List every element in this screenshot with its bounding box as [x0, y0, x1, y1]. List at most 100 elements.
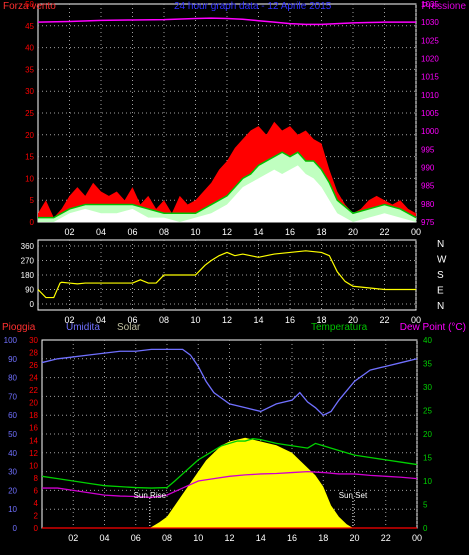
- wind-time-axis: 02 04 06 08 10 12 14 16 18 20 22 00: [64, 227, 421, 237]
- x-tick-label: 10: [193, 533, 203, 543]
- rain-tick-label: 4: [34, 499, 39, 508]
- direction-tick-label: 180: [21, 271, 35, 280]
- rain-tick-label: 22: [29, 386, 38, 395]
- x-tick-label: 00: [411, 315, 421, 325]
- rain-tick-label: 8: [34, 474, 39, 483]
- wind-tick-label: 10: [25, 174, 34, 183]
- x-tick-label: 04: [96, 315, 106, 325]
- pressure-tick-label: 1010: [421, 91, 439, 100]
- humidity-tick-label: 80: [8, 374, 17, 383]
- wind-series: [37, 17, 417, 222]
- pressure-tick-label: 1015: [421, 73, 439, 82]
- rain-tick-label: 18: [29, 411, 38, 420]
- compass-label: N: [437, 239, 444, 250]
- humidity-label: Umidita: [66, 322, 100, 333]
- temperature-tick-label: 15: [423, 454, 432, 463]
- wind-speed-axis: 0 5 10 15 20 25 30 35 40 45 50: [25, 0, 34, 227]
- sunrise-label: Sun Rise: [134, 491, 167, 500]
- direction-time-axis: 02 04 06 08 10 12 14 16 18 20 22 00: [64, 315, 421, 325]
- x-tick-label: 02: [64, 315, 74, 325]
- wind-tick-label: 50: [25, 0, 34, 9]
- average-wind-line: [38, 151, 417, 219]
- rain-label: Pioggia: [2, 322, 36, 333]
- chart-title: 24 hour graph data - 12 Aprile 2015: [174, 1, 332, 12]
- compass-label: W: [437, 255, 447, 266]
- rain-tick-label: 10: [29, 461, 38, 470]
- wind-tick-label: 25: [25, 109, 34, 118]
- direction-tick-label: 360: [21, 242, 35, 251]
- wind-tick-label: 20: [25, 131, 34, 140]
- temperature-line: [41, 438, 418, 489]
- wind-tick-label: 30: [25, 87, 34, 96]
- pressure-axis: 975 980 985 990 995 1000 1005 1010 1015 1020 1025 1…: [421, 0, 439, 227]
- temperature-tick-label: 5: [423, 501, 428, 510]
- x-tick-label: 10: [190, 315, 200, 325]
- pressure-tick-label: 980: [421, 200, 435, 209]
- x-tick-label: 16: [287, 533, 297, 543]
- pressure-tick-label: 1025: [421, 36, 439, 45]
- wind-panel-grid: [38, 4, 417, 222]
- pressure-tick-label: 1030: [421, 18, 439, 27]
- x-tick-label: 08: [159, 315, 169, 325]
- x-tick-label: 08: [162, 533, 172, 543]
- x-tick-label: 14: [253, 315, 263, 325]
- wind-pressure-panel: Forza vento 24 hour graph data - 12 Apri…: [3, 0, 466, 237]
- sunset-label: Sun Set: [339, 491, 368, 500]
- wind-tick-label: 0: [30, 218, 35, 227]
- x-tick-label: 04: [99, 533, 109, 543]
- x-tick-label: 20: [348, 315, 358, 325]
- rain-tick-label: 26: [29, 361, 38, 370]
- x-tick-label: 12: [222, 227, 232, 237]
- sun-markers: Sun Rise Sun Set: [134, 491, 368, 528]
- x-tick-label: 20: [349, 533, 359, 543]
- wind-tick-label: 5: [30, 196, 35, 205]
- wind-tick-label: 35: [25, 65, 34, 74]
- x-tick-label: 22: [379, 227, 389, 237]
- dewpoint-line: [42, 470, 418, 499]
- x-tick-label: 22: [379, 315, 389, 325]
- rain-tick-label: 30: [29, 336, 38, 345]
- direction-degree-axis: 0 90 180 270 360: [21, 242, 35, 309]
- x-tick-label: 16: [285, 315, 295, 325]
- rain-tick-label: 6: [34, 486, 39, 495]
- x-tick-label: 20: [348, 227, 358, 237]
- temperature-tick-label: 20: [423, 430, 432, 439]
- pressure-tick-label: 1020: [421, 55, 439, 64]
- direction-series: [37, 250, 416, 299]
- x-tick-label: 18: [316, 315, 326, 325]
- humidity-tick-label: 10: [8, 505, 17, 514]
- x-tick-label: 06: [127, 227, 137, 237]
- wind-tick-label: 45: [25, 22, 34, 31]
- x-tick-label: 12: [224, 533, 234, 543]
- humidity-tick-label: 60: [8, 411, 17, 420]
- wind-direction-line: [37, 250, 416, 299]
- rain-tick-label: 20: [29, 399, 38, 408]
- climate-panel: Pioggia Umidita Solar Temperatura Dew Po…: [2, 322, 466, 543]
- climate-time-axis: 02 04 06 08 10 12 14 16 18 20 22 00: [68, 533, 422, 543]
- x-tick-label: 00: [411, 227, 421, 237]
- humidity-line: [41, 348, 418, 416]
- pressure-tick-label: 985: [421, 182, 435, 191]
- pressure-tick-label: 1000: [421, 127, 439, 136]
- humidity-tick-label: 50: [8, 430, 17, 439]
- x-tick-label: 00: [412, 533, 422, 543]
- pressure-tick-label: 975: [421, 218, 435, 227]
- temperature-tick-label: 25: [423, 407, 432, 416]
- temperature-axis: 0 5 10 15 20 25 30 35 40: [423, 336, 432, 533]
- wind-speed-label: Forza vento: [3, 1, 56, 12]
- pressure-tick-label: 995: [421, 145, 435, 154]
- x-tick-label: 18: [318, 533, 328, 543]
- direction-tick-label: 270: [21, 257, 35, 266]
- dewpoint-label: Dew Point (°C): [400, 322, 466, 333]
- humidity-tick-label: 100: [4, 336, 18, 345]
- pressure-tick-label: 990: [421, 164, 435, 173]
- humidity-axis: 0 10 20 30 40 50 60 70 80 90 100: [4, 336, 18, 533]
- compass-label: N: [437, 301, 444, 312]
- rain-tick-label: 14: [29, 436, 38, 445]
- direction-tick-label: 0: [30, 300, 35, 309]
- pressure-tick-label: 1035: [421, 0, 439, 9]
